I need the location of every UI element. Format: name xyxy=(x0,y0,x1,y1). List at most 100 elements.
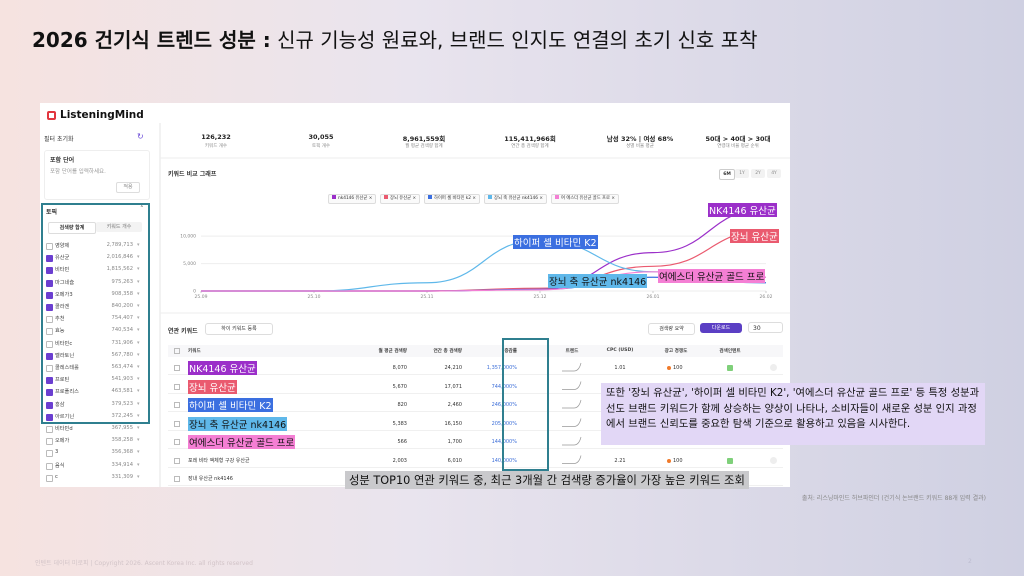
row-divider xyxy=(168,466,783,468)
topic-name: 3 xyxy=(55,449,59,456)
row-divider xyxy=(168,448,783,449)
cell: 2,460 xyxy=(447,402,462,408)
topic-name: 추천 xyxy=(55,316,65,323)
register-button[interactable]: 하이 키워드 등록 xyxy=(205,323,273,335)
legend-chip: 장뇌 축 유산균 nk4146 × xyxy=(484,194,547,204)
topic-arrow: ▾ xyxy=(137,278,140,285)
download-button[interactable]: 다운로드 xyxy=(700,323,742,333)
topic-value: 1,815,562 xyxy=(106,266,133,273)
legend-remove[interactable]: × xyxy=(367,196,373,201)
topic-name: 홍삼 xyxy=(55,401,65,408)
topic-name: c xyxy=(55,473,58,480)
topic-value: 2,016,846 xyxy=(106,254,133,261)
caption: 성분 TOP10 연관 키워드 중, 최근 3개월 간 검색량 증가율이 가장 … xyxy=(345,471,749,489)
topic-arrow: ▾ xyxy=(137,290,140,297)
topic-value: 754,407 xyxy=(111,315,133,322)
column-header: 키워드 xyxy=(188,349,201,354)
topic-name: 효능 xyxy=(55,328,65,335)
more-button[interactable] xyxy=(770,456,777,464)
topic-checkbox xyxy=(46,389,53,397)
trend-sparkline xyxy=(562,362,582,372)
cell: 140,000% xyxy=(491,457,517,464)
competition: 100 xyxy=(673,365,683,371)
screenshot: 0 5,000 10,000 25.09 25.10 25.11 25.12 26.01 26.… xyxy=(40,103,790,487)
cell: 6,010 xyxy=(447,457,462,464)
chart-annotation: 장뇌 축 유산균 nk4146 xyxy=(548,274,648,288)
topic-checkbox xyxy=(46,291,53,299)
logo-icon xyxy=(47,111,56,120)
topic-checkbox xyxy=(46,438,53,446)
summary-button[interactable]: 검색량 요약 xyxy=(648,323,695,335)
column-header: 월 평균 검색량 xyxy=(378,349,407,354)
topic-checkbox xyxy=(46,474,53,482)
trend-sparkline xyxy=(562,381,582,390)
stat-value: 126,232 xyxy=(201,133,231,141)
legend-remove[interactable]: × xyxy=(411,196,417,201)
topic-value: 740,534 xyxy=(111,327,133,334)
cell: 16,150 xyxy=(444,420,463,427)
topic-checkbox xyxy=(46,426,53,433)
topic-checkbox xyxy=(46,328,53,336)
topic-value: 367,955 xyxy=(111,425,133,431)
competition-dot xyxy=(667,458,671,463)
logo: ListeningMind xyxy=(47,109,144,121)
keyword: 장뇌 유산균 xyxy=(188,379,237,394)
legend-remove[interactable]: × xyxy=(471,196,476,201)
column-header: 증감률 xyxy=(504,349,517,354)
table-title: 연관 키워드 xyxy=(168,328,198,335)
page-size[interactable]: 30 xyxy=(748,322,783,333)
apply-button: 적용 xyxy=(116,182,140,193)
stat-label: 연간 총 검색량 합계 xyxy=(511,144,549,149)
include-box xyxy=(44,150,150,200)
topic-checkbox xyxy=(46,340,53,348)
legend-swatch xyxy=(384,195,388,199)
topic-checkbox xyxy=(46,316,53,324)
keyword: 여에스더 유산균 골드 프로 xyxy=(188,435,296,449)
row-divider xyxy=(168,392,783,394)
keyword: 하이퍼 셀 비타민 K2 xyxy=(188,398,273,412)
topic-value: 541,903 xyxy=(111,376,133,383)
column-header: 트렌드 xyxy=(565,349,579,354)
x-tick-label: 26.02 xyxy=(760,294,773,300)
row-checkbox xyxy=(174,383,180,390)
logo-text: ListeningMind xyxy=(60,109,144,121)
competition: 100 xyxy=(673,457,683,464)
x-tick-label: 25.11 xyxy=(421,294,434,300)
title-bold: 2026 건기식 트렌드 성분 : xyxy=(32,28,271,52)
topic-checkbox xyxy=(46,279,53,287)
y-tick-label: 5,000 xyxy=(183,261,196,267)
legend-remove[interactable]: × xyxy=(609,196,615,201)
topic-tab: 키워드 개수 xyxy=(96,222,142,232)
legend-swatch xyxy=(332,195,336,199)
legend-remove[interactable]: × xyxy=(537,196,543,201)
topic-arrow: ▾ xyxy=(137,437,140,444)
topic-name: 아르기닌 xyxy=(55,413,75,420)
x-tick-label: 25.10 xyxy=(308,294,321,300)
topic-checkbox xyxy=(46,377,53,385)
topic-tab: 검색량 합계 xyxy=(48,222,96,234)
trend-sparkline xyxy=(562,436,582,446)
chart-annotation: 여에스더 유산균 골드 프로 xyxy=(658,269,766,283)
stat-value: 남성 32% | 여성 68% xyxy=(606,135,674,143)
cpc: 2.21 xyxy=(614,457,626,464)
cell: 8,070 xyxy=(392,365,407,371)
row-divider xyxy=(168,411,783,412)
topic-collapse: ˄ xyxy=(140,205,144,213)
topic-value: 840,200 xyxy=(111,303,133,309)
more-button[interactable] xyxy=(770,364,777,371)
topic-name: 오메가3 xyxy=(55,291,73,298)
trend-sparkline xyxy=(562,455,582,464)
topic-arrow: ▾ xyxy=(137,461,140,468)
stat-value: 50대 > 40대 > 30대 xyxy=(705,135,771,143)
cell: 744,000% xyxy=(491,383,517,390)
column-header: 연간 총 검색량 xyxy=(433,349,462,354)
topic-arrow: ▾ xyxy=(137,303,140,309)
period-button: 6M xyxy=(719,169,735,180)
topic-checkbox xyxy=(46,401,53,409)
cell: 17,071 xyxy=(444,383,463,390)
topic-arrow: ▾ xyxy=(137,473,140,480)
column-header: CPC (USD) xyxy=(606,348,634,353)
intent-badge xyxy=(727,457,733,464)
topic-checkbox xyxy=(46,304,53,311)
topic-checkbox xyxy=(46,352,53,360)
